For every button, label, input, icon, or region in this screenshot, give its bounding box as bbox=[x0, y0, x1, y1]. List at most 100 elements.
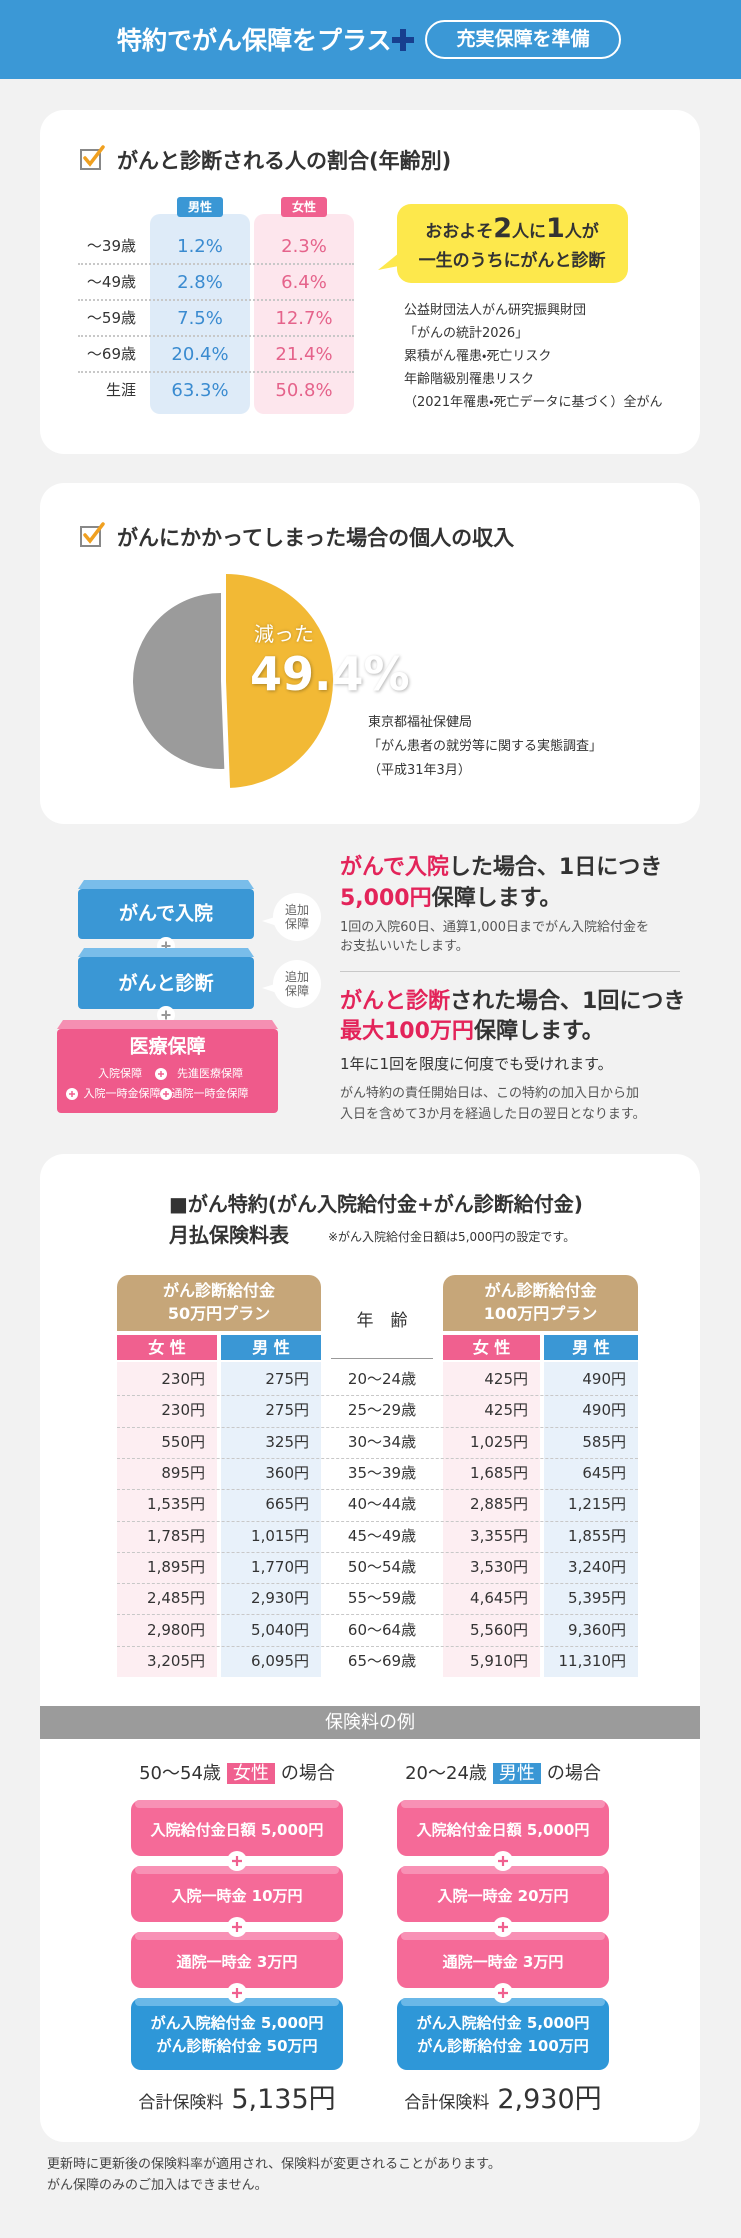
source-text: 年齢階級別罹患リスク bbox=[404, 372, 535, 387]
footer-note: 更新時に更新後の保険料率が適用され、保険料が変更されることがあります。 bbox=[47, 2157, 501, 2172]
example-item: 入院一時金 20万円 bbox=[437, 1886, 569, 1905]
source-text: （平成31年3月） bbox=[368, 763, 471, 778]
example-final: がん入院給付金 5,000円 bbox=[416, 2013, 590, 2032]
base-box-label: 医療保障 bbox=[129, 1035, 205, 1058]
premium-cell: 1,685円 bbox=[470, 1464, 528, 1483]
premium-cell: 360円 bbox=[265, 1464, 309, 1483]
note-text: 1回の入院60日、通算1,000日までがん入院給付金を bbox=[340, 920, 650, 935]
plan-title: 100万円プラン bbox=[483, 1304, 598, 1323]
section-title: がんにかかってしまった場合の個人の収入 bbox=[117, 525, 515, 550]
row-divider bbox=[117, 1395, 638, 1397]
pie-chart bbox=[133, 574, 334, 788]
premium-cell: 6,095円 bbox=[251, 1651, 309, 1670]
lead-rest: 保障します。 bbox=[473, 1018, 604, 1044]
age-label: ～39歳 bbox=[86, 236, 136, 255]
premium-cell: 1,015円 bbox=[251, 1526, 309, 1545]
plan-title: がん診断給付金 bbox=[162, 1281, 275, 1300]
premium-cell: 1,770円 bbox=[251, 1557, 309, 1576]
rate-value: 2.3% bbox=[281, 235, 327, 257]
check-mark bbox=[83, 522, 105, 544]
plus-sign bbox=[498, 1988, 508, 1998]
footer-note: がん保障のみのご加入はできません。 bbox=[47, 2178, 268, 2193]
example-final: がん診断給付金 50万円 bbox=[156, 2036, 318, 2055]
rate-value: 50.8% bbox=[275, 379, 333, 401]
premium-cell: 2,980円 bbox=[147, 1620, 205, 1639]
age-cell: 20～24歳 bbox=[347, 1370, 417, 1389]
diagnosis-box-top bbox=[78, 948, 254, 957]
column-bg bbox=[117, 1362, 217, 1677]
row-divider bbox=[117, 1426, 638, 1428]
check-icon bbox=[80, 145, 105, 170]
row-divider bbox=[78, 371, 354, 373]
bubble-body bbox=[397, 204, 628, 283]
source-text: 公益財団法人がん研究振興財団 bbox=[404, 303, 587, 318]
premium-cell: 585円 bbox=[582, 1432, 626, 1451]
example-item-top bbox=[401, 1800, 605, 1808]
source-text: 「がん患者の就労等に関する実態調査」 bbox=[368, 739, 603, 754]
premium-cell: 275円 bbox=[265, 1401, 309, 1420]
premium-cell: 3,530円 bbox=[470, 1557, 528, 1576]
bubble-line: おおよそ2人に1人が bbox=[397, 215, 628, 242]
age-header-rule bbox=[331, 1358, 433, 1359]
detail-text: がん特約の責任開始日は、この特約の加入日から加 bbox=[340, 1086, 640, 1101]
row-divider bbox=[78, 263, 354, 265]
example-total: 合計保険料 5,135円 bbox=[107, 2082, 367, 2118]
check-mark bbox=[83, 145, 105, 167]
premium-cell: 490円 bbox=[582, 1401, 626, 1420]
age-label: ～49歳 bbox=[86, 272, 136, 291]
base-item: 入院保障 bbox=[98, 1066, 142, 1080]
example-suffix: の場合 bbox=[546, 1762, 601, 1784]
example-final-box bbox=[397, 1998, 609, 2070]
base-box bbox=[57, 1029, 278, 1113]
lead-rest: された場合、1回につき bbox=[450, 988, 686, 1014]
column-bg bbox=[443, 1362, 540, 1677]
base-item: 通院一時金保障 bbox=[172, 1086, 249, 1100]
plus-sign bbox=[232, 1922, 242, 1932]
badge-text: 追加保障 bbox=[284, 970, 309, 998]
row-divider bbox=[117, 1489, 638, 1491]
pie-slice bbox=[226, 574, 334, 788]
badge-text: 追加保障 bbox=[284, 903, 309, 931]
age-cell: 30～34歳 bbox=[347, 1432, 417, 1451]
plus-sign bbox=[232, 1856, 242, 1866]
example-suffix: の場合 bbox=[280, 1762, 335, 1784]
premium-cell: 665円 bbox=[265, 1495, 309, 1514]
plus-icon bbox=[392, 29, 414, 51]
rate-value: 6.4% bbox=[281, 271, 327, 293]
example-item: 入院給付金日額 5,000円 bbox=[150, 1820, 324, 1839]
column-header: 男性 bbox=[177, 197, 223, 217]
premium-cell: 5,560円 bbox=[470, 1620, 528, 1639]
detail-text: 入日を含めて3か月を経過した日の翌日となります。 bbox=[340, 1107, 646, 1122]
row-divider bbox=[117, 1457, 638, 1459]
bubble-line: 一生のうちにがんと診断 bbox=[418, 251, 606, 271]
premium-cell: 1,855円 bbox=[568, 1526, 626, 1545]
examples-bar bbox=[40, 1706, 700, 1739]
rate-value: 63.3% bbox=[171, 379, 229, 401]
rate-value: 20.4% bbox=[171, 343, 229, 365]
example-item: 通院一時金 3万円 bbox=[176, 1952, 298, 1971]
rate-value: 7.5% bbox=[177, 307, 223, 329]
premium-cell: 490円 bbox=[582, 1370, 626, 1389]
age-cell: 45～49歳 bbox=[347, 1526, 417, 1545]
row-divider bbox=[117, 1583, 638, 1585]
table-title: ■がん特約(がん入院給付金+がん診断給付金) bbox=[169, 1192, 583, 1216]
age-cell: 25～29歳 bbox=[347, 1401, 417, 1420]
examples-title: 保険料の例 bbox=[325, 1711, 415, 1733]
premium-cell: 645円 bbox=[582, 1464, 626, 1483]
rate-value: 1.2% bbox=[177, 235, 223, 257]
bubble-text: 人が bbox=[564, 222, 599, 242]
premium-cell: 1,025円 bbox=[470, 1432, 528, 1451]
example-item-box bbox=[397, 1866, 609, 1922]
note-text: お支払いいたします。 bbox=[340, 939, 469, 954]
plus-sign bbox=[163, 1091, 169, 1097]
plus-sign bbox=[158, 1071, 164, 1077]
premium-cell: 2,885円 bbox=[470, 1495, 528, 1514]
premium-cell: 11,310円 bbox=[558, 1651, 627, 1670]
plus-sign bbox=[161, 1010, 171, 1020]
column-header: 女性 bbox=[281, 197, 327, 217]
lead-line: 5,000円保障します。 bbox=[340, 883, 740, 914]
base-box-top bbox=[57, 1020, 278, 1029]
example-heading: 20～24歳 男性 の場合 bbox=[343, 1761, 663, 1786]
premium-cell: 1,785円 bbox=[147, 1526, 205, 1545]
